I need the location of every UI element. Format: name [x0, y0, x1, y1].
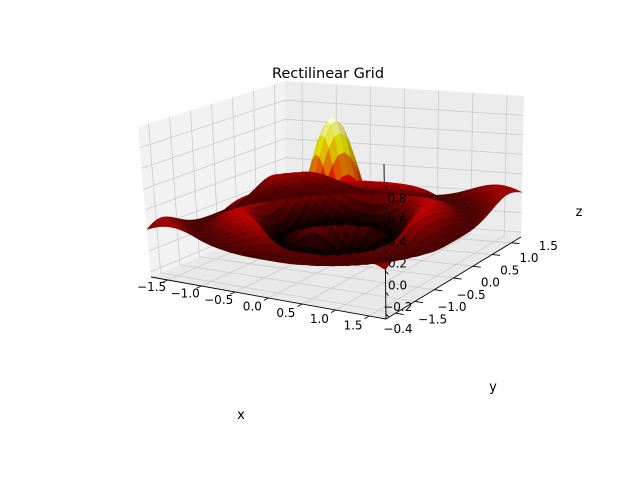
y-tick — [472, 265, 481, 268]
y-tick-label: −0.5 — [457, 288, 486, 302]
y-gridline — [190, 110, 435, 291]
z-tick — [385, 291, 389, 297]
z-gridline — [145, 157, 523, 211]
z-axis-label: z — [576, 205, 583, 220]
x-tick-label: 0.5 — [276, 306, 295, 320]
surface-facet — [281, 173, 292, 177]
x-tick — [230, 291, 236, 295]
y-tick — [395, 312, 404, 315]
y-tick-label: 0.0 — [481, 276, 500, 290]
x-tick — [263, 297, 269, 301]
y-tick-label: −1.0 — [437, 300, 466, 314]
z-tick-label: −0.2 — [383, 300, 412, 314]
z-tick — [384, 206, 388, 211]
x-tick-label: 1.5 — [343, 319, 362, 333]
x-tick — [297, 303, 303, 307]
y-tick — [492, 254, 501, 256]
x-gridline — [368, 94, 508, 317]
z-tick — [384, 227, 389, 232]
tick-labels: −1.5 −1.0 −0.5 0.0 0.5 1.0 1.5 −1.5−1.0−0.50.00… — [137, 192, 558, 336]
z-gridline — [143, 138, 523, 190]
y-tick — [414, 300, 424, 304]
z-tick-label: 0.8 — [387, 192, 406, 206]
z-tick — [385, 313, 390, 318]
z-tick-label: −0.4 — [383, 322, 412, 336]
x-gridline — [335, 92, 474, 311]
x-tick-label: −1.0 — [171, 287, 200, 301]
y-gridline — [148, 123, 396, 314]
z-tick — [385, 270, 389, 275]
x-axis-label: x — [237, 408, 245, 423]
z-tick-label: 0.2 — [388, 257, 407, 271]
y-tick-label: 1.0 — [519, 251, 538, 265]
y-tick — [511, 242, 520, 244]
z-tick-label: 0.0 — [388, 278, 407, 292]
y-axis-label: y — [489, 380, 497, 395]
surface-mesh — [146, 116, 523, 270]
x-tick — [162, 279, 168, 283]
z-tick — [384, 249, 389, 254]
x-tick — [196, 285, 202, 289]
chart-title: Rectilinear Grid — [272, 66, 384, 82]
x-tick-label: 0.0 — [243, 299, 262, 313]
z-gridline — [139, 99, 524, 149]
x-tick — [364, 315, 370, 320]
y-tick — [434, 289, 443, 292]
y-tick — [453, 277, 462, 280]
z-gridline — [141, 118, 524, 169]
z-tick-label: 0.6 — [388, 213, 407, 227]
z-tick-label: 0.4 — [388, 235, 407, 249]
y-tick-label: 1.5 — [539, 239, 558, 253]
z-tick — [383, 185, 388, 189]
x-tick-label: 1.0 — [310, 312, 329, 326]
tick-marks — [162, 185, 520, 320]
x-tick-label: −1.5 — [137, 280, 166, 294]
y-gridline — [169, 117, 415, 302]
y-tick-label: 0.5 — [500, 263, 519, 277]
y-tick-label: −1.5 — [418, 313, 447, 327]
x-tick-label: −0.5 — [204, 293, 233, 307]
x-tick — [330, 309, 336, 314]
